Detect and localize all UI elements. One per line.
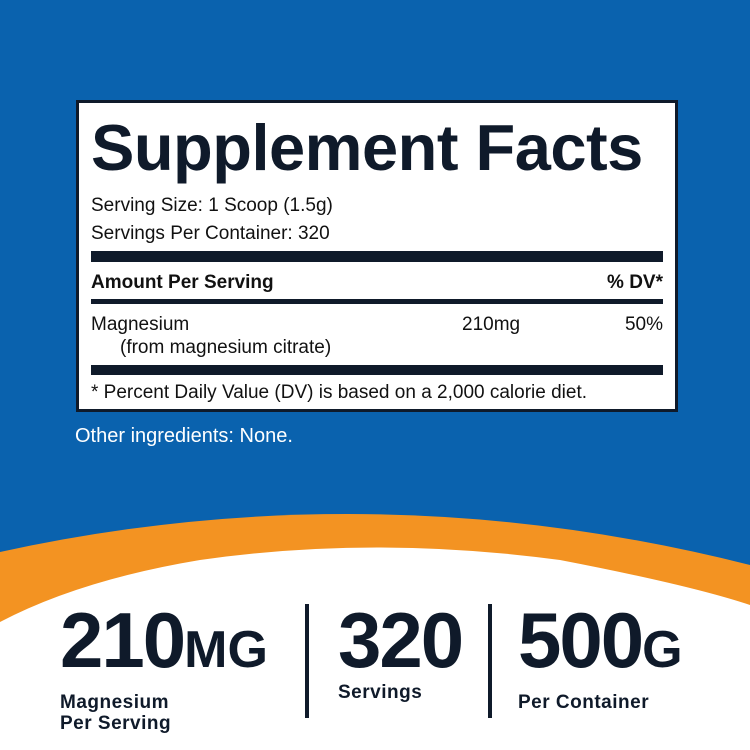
nutrient-source: (from magnesium citrate): [120, 337, 332, 358]
stat-unit: G: [642, 621, 683, 679]
thick-divider: [91, 251, 663, 262]
supplement-facts-panel: Supplement Facts Serving Size: 1 Scoop (…: [76, 100, 678, 412]
nutrient-name: Magnesium: [91, 314, 190, 335]
servings-per-container: Servings Per Container: 320: [91, 223, 330, 244]
stat-value: 500: [518, 596, 644, 684]
stat-servings: 320 Servings: [338, 600, 464, 703]
dv-header: % DV*: [607, 272, 663, 293]
other-ingredients: Other ingredients: None.: [75, 425, 293, 447]
stat-label: Magnesium: [60, 692, 170, 713]
thick-divider: [91, 365, 663, 375]
nutrient-amount: 210mg: [462, 314, 521, 335]
white-bottom: [0, 547, 750, 750]
thin-divider: [91, 299, 663, 304]
serving-size: Serving Size: 1 Scoop (1.5g): [91, 195, 333, 216]
footnote: * Percent Daily Value (DV) is based on a…: [91, 382, 588, 403]
stat-unit: MG: [184, 621, 268, 679]
stat-value: 210: [60, 596, 186, 684]
stat-magnesium: 210MG Magnesium Per Serving: [60, 600, 268, 734]
stat-label: Per Container: [518, 692, 650, 713]
stat-divider: [305, 604, 309, 718]
stat-label: Servings: [338, 682, 423, 703]
stat-label: Per Serving: [60, 713, 172, 734]
amount-per-serving-header: Amount Per Serving: [91, 272, 274, 293]
stat-value: 320: [338, 596, 464, 684]
facts-title: Supplement Facts: [91, 111, 643, 184]
nutrient-dv: 50%: [624, 314, 663, 335]
stat-container: 500G Per Container: [518, 600, 683, 713]
stat-divider: [488, 604, 492, 718]
